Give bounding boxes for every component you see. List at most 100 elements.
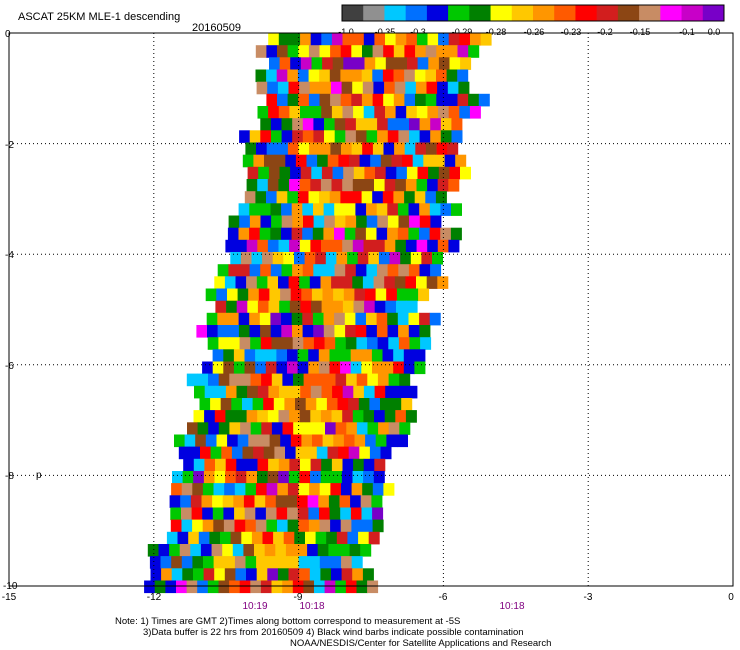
heatmap-cell xyxy=(398,337,410,350)
heatmap-cell xyxy=(438,33,450,46)
heatmap-cell xyxy=(343,434,355,448)
heatmap-cell xyxy=(192,556,204,569)
heatmap-cell xyxy=(446,69,458,83)
heatmap-cell xyxy=(266,142,278,156)
heatmap-cell xyxy=(332,166,344,180)
heatmap-cell xyxy=(383,483,395,496)
heatmap-cell xyxy=(460,166,471,180)
heatmap-cell xyxy=(189,446,201,460)
heatmap-cell xyxy=(268,33,280,46)
heatmap-cell xyxy=(213,483,225,496)
heatmap-cell xyxy=(361,93,373,107)
heatmap-cell xyxy=(255,361,267,375)
heatmap-cell xyxy=(393,45,405,58)
heatmap-cell xyxy=(335,373,347,387)
heatmap-cell xyxy=(427,179,439,192)
heatmap-cell xyxy=(395,106,407,119)
heatmap-cells xyxy=(144,33,492,594)
heatmap-cell xyxy=(374,106,386,119)
heatmap-cell xyxy=(218,422,230,435)
heatmap-cell xyxy=(321,385,333,399)
heatmap-cell xyxy=(238,312,250,326)
heatmap-cell xyxy=(316,398,328,411)
heatmap-cell xyxy=(250,580,262,594)
heatmap-cell xyxy=(374,385,386,399)
heatmap-cell xyxy=(318,361,330,375)
heatmap-cell xyxy=(300,300,312,314)
heatmap-cell xyxy=(409,118,420,131)
heatmap-cell xyxy=(323,203,335,216)
heatmap-cell xyxy=(440,118,452,131)
heatmap-cell xyxy=(279,385,290,399)
heatmap-cell xyxy=(391,154,403,168)
heatmap-cell xyxy=(201,495,213,508)
heatmap-cell xyxy=(256,556,268,569)
x-tick-label: -15 xyxy=(2,592,17,603)
heatmap-cell xyxy=(386,288,398,302)
heatmap-cell xyxy=(299,276,311,289)
heatmap-cell xyxy=(258,434,270,448)
heatmap-cell xyxy=(228,215,240,229)
heatmap-cell xyxy=(210,446,222,460)
heatmap-cell xyxy=(388,373,400,387)
heatmap-cell xyxy=(352,471,364,484)
heatmap-cell xyxy=(267,81,279,95)
footer-credit: NOAA/NESDIS/Center for Satellite Applica… xyxy=(290,638,551,649)
footer-note-line-2: 3)Data buffer is 22 hrs from 20160509 4)… xyxy=(143,627,524,638)
heatmap-cell xyxy=(333,434,345,448)
heatmap-cell xyxy=(371,495,383,508)
heatmap-cell xyxy=(297,495,308,508)
heatmap-cell xyxy=(356,580,368,594)
heatmap-cell xyxy=(297,507,309,521)
heatmap-cell xyxy=(237,434,249,448)
heatmap-cell xyxy=(288,471,300,484)
heatmap-cell xyxy=(407,57,418,70)
heatmap-cell xyxy=(365,434,377,448)
heatmap-cell xyxy=(342,300,354,314)
heatmap-cell xyxy=(321,106,333,119)
heatmap-cell xyxy=(292,580,304,594)
heatmap-cell xyxy=(351,556,363,569)
heatmap-cell xyxy=(268,106,280,119)
colorbar-frame xyxy=(341,4,725,22)
heatmap-cell xyxy=(300,106,311,119)
heatmap-cell xyxy=(364,300,376,314)
heatmap-cell xyxy=(203,471,215,484)
heatmap-cell xyxy=(234,556,246,569)
heatmap-cell xyxy=(304,252,316,265)
heatmap-cell xyxy=(395,410,407,423)
heatmap-cell xyxy=(419,130,431,143)
heatmap-cell xyxy=(358,398,370,411)
heatmap-cell xyxy=(285,446,296,460)
heatmap-cell xyxy=(321,166,333,180)
heatmap-cell xyxy=(448,179,460,192)
heatmap-cell xyxy=(324,580,336,594)
heatmap-cell xyxy=(309,276,321,289)
heatmap-cell xyxy=(269,57,280,70)
heatmap-cell xyxy=(287,507,299,521)
heatmap-cell xyxy=(290,288,302,302)
heatmap-cell xyxy=(353,458,365,472)
heatmap-cell xyxy=(384,179,396,192)
heatmap-cell xyxy=(440,203,452,216)
heatmap-cell xyxy=(337,398,349,411)
heatmap-cell xyxy=(302,264,314,277)
heatmap-cell xyxy=(448,106,460,119)
heatmap-cell xyxy=(241,531,253,545)
heatmap-cell xyxy=(410,252,422,265)
heatmap-cell xyxy=(306,446,318,460)
heatmap-cell xyxy=(165,580,177,594)
heatmap-cell xyxy=(426,81,438,95)
heatmap-cell xyxy=(332,57,344,70)
heatmap-cell xyxy=(292,264,304,277)
heatmap-cell xyxy=(469,106,481,119)
heatmap-cell xyxy=(282,373,294,387)
heatmap-cell xyxy=(408,264,420,277)
heatmap-cell xyxy=(183,458,195,472)
heatmap-cell xyxy=(251,252,263,265)
heatmap-cell xyxy=(409,337,421,350)
heatmap-cell xyxy=(362,568,374,581)
heatmap-cell xyxy=(227,227,239,241)
heatmap-cell xyxy=(239,264,250,277)
heatmap-cell xyxy=(353,166,365,180)
